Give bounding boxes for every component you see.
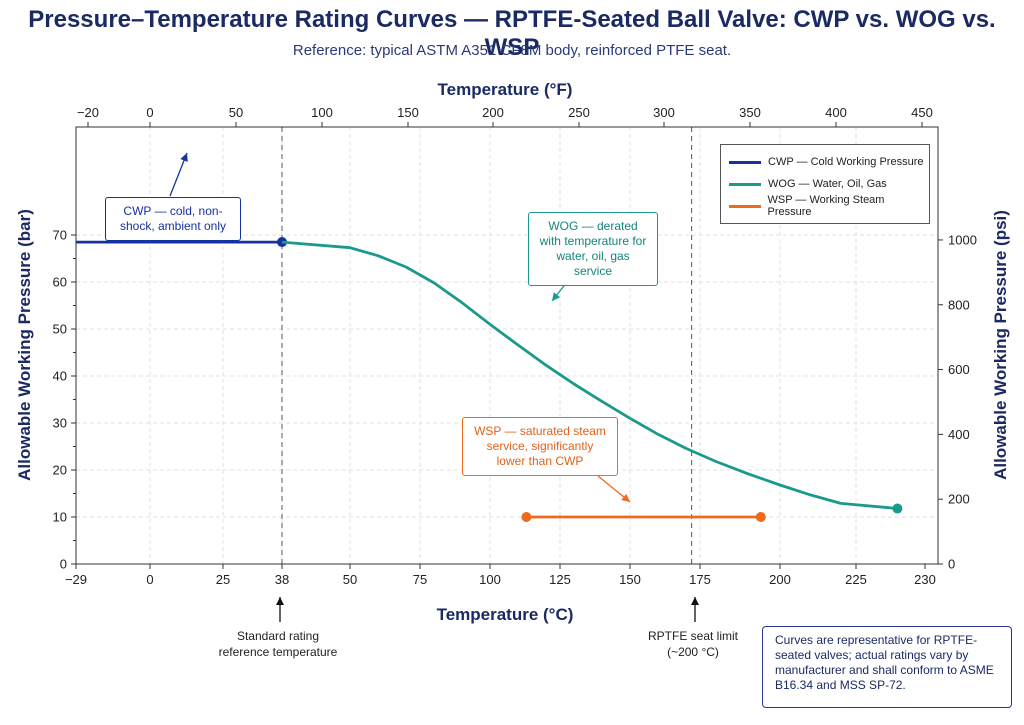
y-tick-label: 30 — [53, 416, 67, 431]
series-marker-2 — [755, 512, 766, 522]
legend: CWP — Cold Working Pressure WOG — Water,… — [720, 144, 930, 224]
series-line-1 — [281, 240, 898, 510]
x-tick-label: 200 — [769, 572, 791, 587]
x2-tick-label: 250 — [568, 105, 590, 120]
y-tick-label: 10 — [53, 510, 67, 525]
x-tick-label: 125 — [549, 572, 571, 587]
x2-tick-label: 300 — [653, 105, 675, 120]
chart-title: Pressure–Temperature Rating Curves — RPT… — [28, 6, 996, 61]
ref-temp-note: Standard rating reference temperature — [218, 629, 338, 659]
axis-ticks: −29 0 25 38 50 75 100 125 150 175 200 225 230−20 0 50 1… — [53, 105, 977, 587]
x-tick-label: 150 — [619, 572, 641, 587]
y2-tick-label: 400 — [948, 427, 970, 442]
x-tick-label: −29 — [65, 572, 87, 587]
y2-axis-title: Allowable Working Pressure (psi) — [991, 210, 1010, 480]
y2-tick-label: 0 — [948, 557, 955, 572]
x-tick-label: 25 — [216, 572, 230, 587]
annotation-arrows — [169, 152, 699, 622]
plot-frame — [75, 126, 939, 565]
seat-limit-note: RPTFE seat limit (~200 °C) — [647, 629, 738, 659]
y-tick-label: 70 — [53, 228, 67, 243]
y2-tick-label: 800 — [948, 297, 970, 312]
y-tick-label: 60 — [53, 275, 67, 290]
x2-tick-label: 150 — [397, 105, 419, 120]
series-marker-1 — [892, 503, 903, 514]
x-tick-label: 75 — [413, 572, 427, 587]
y-tick-label: 0 — [60, 557, 67, 572]
x-tick-label: 0 — [146, 572, 153, 587]
legend-label-cwp: CWP — Cold Working Pressure — [768, 156, 924, 168]
legend-label-wog: WOG — Water, Oil, Gas — [768, 178, 887, 190]
series-marker-2 — [521, 512, 532, 522]
wsp-arrow-head — [621, 493, 630, 502]
wog-arrow-head — [552, 292, 561, 301]
legend-item-wsp: WSP — Working Steam Pressure — [729, 194, 929, 218]
seat-limit-arrow-head — [691, 597, 699, 605]
x-tick-label: 50 — [343, 572, 357, 587]
x2-tick-label: 450 — [911, 105, 933, 120]
wsp-callout: WSP — saturated steam service, significa… — [462, 417, 618, 476]
y2-tick-label: 1000 — [948, 232, 977, 247]
x-tick-label: 38 — [275, 572, 289, 587]
y-tick-label: 40 — [53, 369, 67, 384]
x-tick-label: 225 — [845, 572, 867, 587]
x-tick-label: 230 — [914, 572, 936, 587]
legend-item-wog: WOG — Water, Oil, Gas — [729, 176, 887, 192]
legend-label-wsp: WSP — Working Steam Pressure — [767, 194, 885, 218]
x2-axis-title: Temperature (°F) — [438, 80, 573, 99]
series-group — [76, 237, 903, 522]
x-tick-label: 100 — [479, 572, 501, 587]
x2-tick-label: 0 — [146, 105, 153, 120]
x2-tick-label: 350 — [739, 105, 761, 120]
y2-tick-label: 200 — [948, 492, 970, 507]
y-axis-title: Allowable Working Pressure (bar) — [15, 209, 34, 481]
x2-tick-label: 200 — [482, 105, 504, 120]
y-tick-label: 50 — [53, 322, 67, 337]
x2-tick-label: 100 — [311, 105, 333, 120]
x2-tick-label: 400 — [825, 105, 847, 120]
reference-lines — [281, 127, 693, 564]
wog-callout: WOG — derated with temperature for water… — [528, 212, 658, 286]
legend-swatch-wsp — [729, 204, 761, 208]
series-marker-0 — [277, 237, 287, 248]
cwp-callout: CWP — cold, non-shock, ambient only — [105, 197, 241, 241]
x2-tick-label: 50 — [229, 105, 243, 120]
info-box: Curves are representative for RPTFE-seat… — [762, 626, 1012, 708]
x2-tick-label: −20 — [77, 105, 99, 120]
x-axis-title: Temperature (°C) — [437, 605, 574, 624]
legend-swatch-cwp — [729, 160, 761, 164]
chart-subtitle: Reference: typical ASTM A351 CF8M body, … — [292, 42, 732, 59]
legend-item-cwp: CWP — Cold Working Pressure — [729, 154, 923, 170]
legend-swatch-wog — [729, 182, 761, 186]
cwp-arrow-head — [180, 153, 188, 162]
ref-temp-arrow-head — [276, 597, 284, 605]
x-tick-label: 175 — [689, 572, 711, 587]
y-tick-label: 20 — [53, 463, 67, 478]
y2-tick-label: 600 — [948, 362, 970, 377]
